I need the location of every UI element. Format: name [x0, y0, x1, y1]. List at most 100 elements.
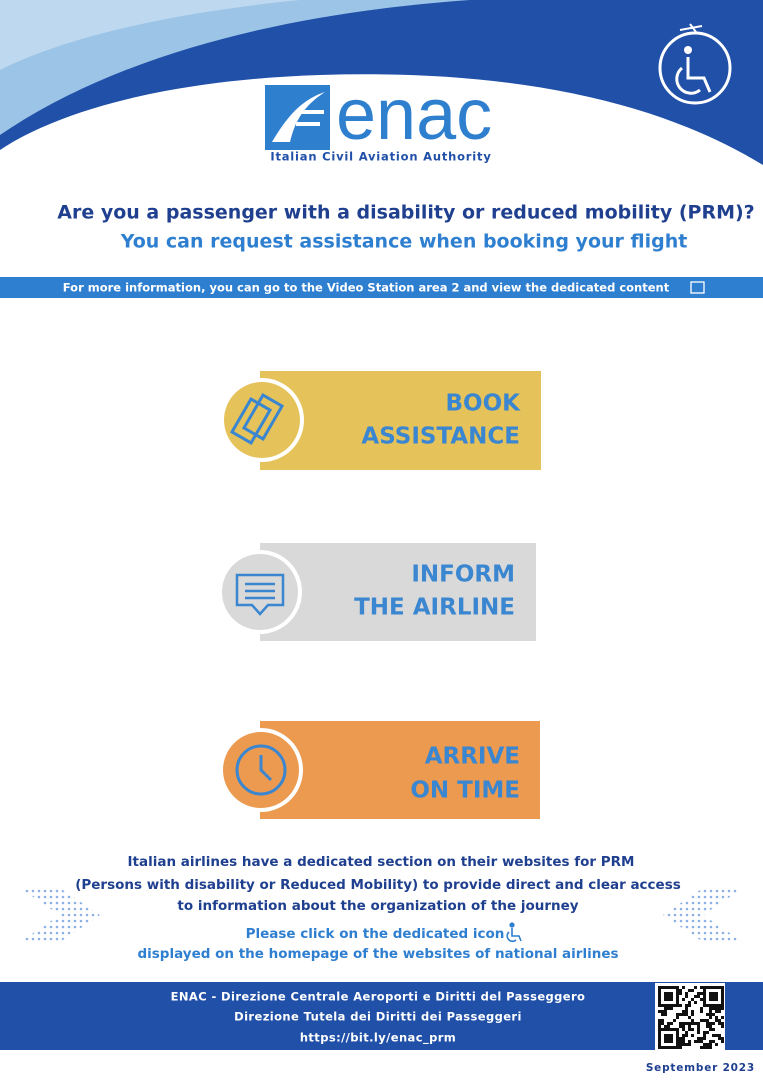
step-line: ARRIVE — [425, 744, 520, 770]
qr-module — [685, 1043, 688, 1046]
qr-module — [703, 998, 706, 1001]
qr-module — [673, 1046, 676, 1049]
step-line: BOOK — [446, 391, 522, 417]
qr-module — [700, 1010, 703, 1013]
qr-module — [703, 1043, 706, 1046]
qr-module — [670, 1022, 673, 1025]
chevron-left — [20, 888, 100, 942]
qr-module — [700, 1037, 703, 1040]
qr-module — [682, 1040, 685, 1043]
qr-module — [676, 986, 679, 989]
qr-module — [682, 1034, 685, 1037]
qr-module — [712, 1028, 715, 1031]
qr-module — [661, 1004, 664, 1007]
qr-module — [679, 1025, 682, 1028]
qr-module — [706, 1031, 709, 1034]
qr-module — [697, 1028, 700, 1031]
qr-module — [667, 995, 670, 998]
qr-module — [688, 1043, 691, 1046]
qr-module — [697, 1040, 700, 1043]
step-line: ON TIME — [410, 778, 520, 804]
qr-module — [664, 1013, 667, 1016]
step: BOOK ASSISTANCE — [220, 371, 541, 470]
qr-module — [709, 1007, 712, 1010]
qr-module — [700, 1040, 703, 1043]
qr-module — [721, 1037, 724, 1040]
qr-module — [679, 1037, 682, 1040]
qr-module — [676, 1046, 679, 1049]
qr-module — [658, 998, 661, 1001]
qr-module — [667, 998, 670, 1001]
qr-module — [667, 1034, 670, 1037]
qr-module — [709, 1010, 712, 1013]
qr-module — [658, 1031, 661, 1034]
qr-module — [718, 1007, 721, 1010]
qr-module — [667, 1004, 670, 1007]
qr-module — [682, 1025, 685, 1028]
qr-module — [664, 1025, 667, 1028]
footer-line: ENAC - Direzione Centrale Aeroporti e Di… — [171, 990, 586, 1004]
qr-module — [712, 992, 715, 995]
qr-module — [682, 998, 685, 1001]
qr-module — [673, 1004, 676, 1007]
qr-module — [661, 1028, 664, 1031]
qr-module — [703, 1001, 706, 1004]
qr-module — [658, 1010, 661, 1013]
qr-module — [703, 1004, 706, 1007]
qr-module — [706, 1004, 709, 1007]
qr-module — [697, 1037, 700, 1040]
qr-module — [715, 998, 718, 1001]
qr-module — [658, 1043, 661, 1046]
qr-module — [700, 1019, 703, 1022]
qr-module — [688, 1001, 691, 1004]
qr-module — [685, 1004, 688, 1007]
qr-module — [664, 1007, 667, 1010]
qr-module — [697, 1025, 700, 1028]
qr-module — [661, 1046, 664, 1049]
accessibility-badge — [658, 23, 732, 105]
footer-line: https://bit.ly/enac_prm — [300, 1031, 456, 1046]
qr-module — [715, 992, 718, 995]
step-panel — [260, 721, 540, 819]
message-icon — [235, 573, 285, 616]
qr-module — [667, 986, 670, 989]
qr-module — [670, 1040, 673, 1043]
qr-module — [664, 992, 667, 995]
qr-module — [685, 1007, 688, 1010]
qr-module — [676, 1013, 679, 1016]
qr-module — [718, 986, 721, 989]
qr-module — [721, 1022, 724, 1025]
qr-module — [715, 1007, 718, 1010]
qr-module — [667, 1022, 670, 1025]
qr-module — [661, 1019, 664, 1022]
qr-module — [658, 1001, 661, 1004]
qr-module — [691, 1013, 694, 1016]
qr-module — [676, 1040, 679, 1043]
qr-module — [703, 992, 706, 995]
qr-module — [688, 1025, 691, 1028]
qr-module — [688, 1040, 691, 1043]
qr-module — [715, 1004, 718, 1007]
qr-module — [667, 1028, 670, 1031]
qr-module — [664, 1010, 667, 1013]
qr-module — [703, 986, 706, 989]
qr-module — [661, 986, 664, 989]
qr-module — [661, 1013, 664, 1016]
footer-band — [0, 982, 763, 1050]
qr-module — [718, 1019, 721, 1022]
qr-module — [658, 1025, 661, 1028]
qr-module — [721, 1025, 724, 1028]
body-line: Italian airlines have a dedicated sectio… — [128, 854, 635, 870]
qr-module — [706, 1046, 709, 1049]
qr-module — [697, 995, 700, 998]
qr-module — [658, 1037, 661, 1040]
qr-module — [679, 1040, 682, 1043]
wheelchair-icon — [506, 922, 522, 943]
qr-module — [721, 1040, 724, 1043]
qr-module — [715, 1043, 718, 1046]
qr-module — [688, 1022, 691, 1025]
qr-module — [703, 1037, 706, 1040]
qr-module — [709, 1040, 712, 1043]
qr-module — [658, 1022, 661, 1025]
qr-module — [721, 995, 724, 998]
